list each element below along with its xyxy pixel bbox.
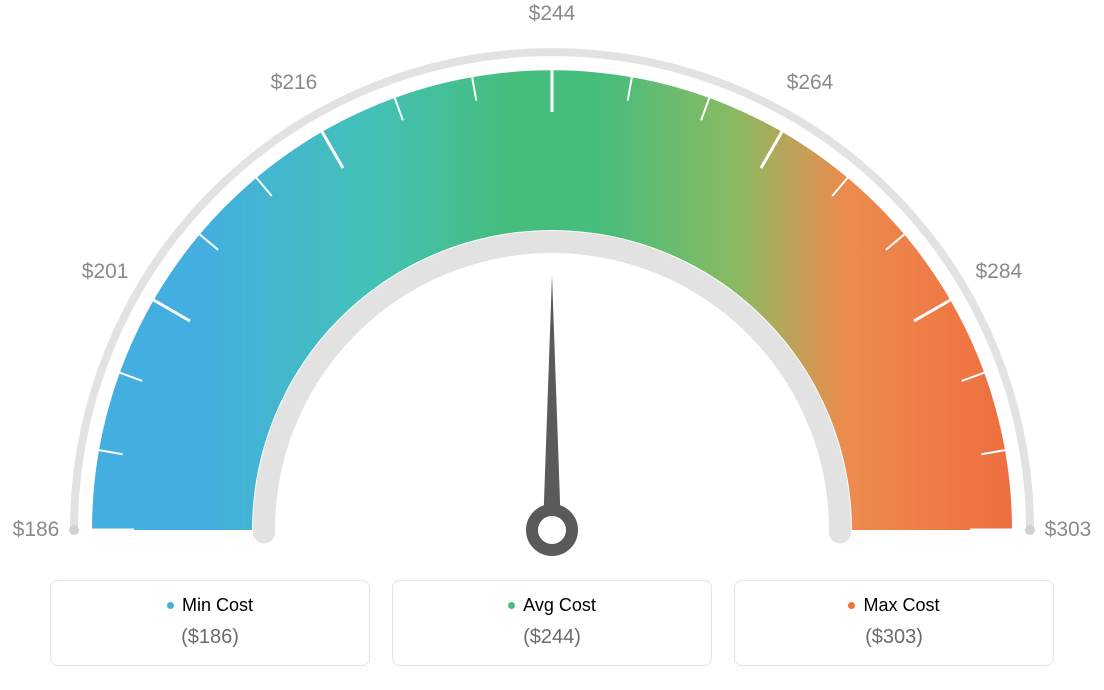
legend-card-max: Max Cost ($303) — [734, 580, 1054, 666]
gauge-tick-label: $186 — [13, 518, 60, 542]
gauge-tick-label: $303 — [1045, 518, 1092, 542]
gauge-tick-label: $201 — [82, 260, 129, 284]
legend-row: Min Cost ($186) Avg Cost ($244) Max Cost… — [0, 580, 1104, 666]
gauge-svg — [0, 0, 1104, 560]
legend-value-min: ($186) — [69, 626, 351, 649]
gauge-tick-label: $284 — [976, 260, 1023, 284]
cost-gauge: $186 $201 $216 $244 $264 $284 $303 — [0, 0, 1104, 560]
gauge-tick-label: $216 — [271, 71, 318, 95]
legend-card-avg: Avg Cost ($244) — [392, 580, 712, 666]
legend-value-max: ($303) — [753, 626, 1035, 649]
legend-title-min: Min Cost — [167, 595, 253, 616]
legend-title-max: Max Cost — [848, 595, 939, 616]
legend-card-min: Min Cost ($186) — [50, 580, 370, 666]
gauge-tick-label: $244 — [529, 2, 576, 26]
gauge-tick-label: $264 — [787, 71, 834, 95]
legend-value-avg: ($244) — [411, 626, 693, 649]
legend-title-avg: Avg Cost — [508, 595, 596, 616]
